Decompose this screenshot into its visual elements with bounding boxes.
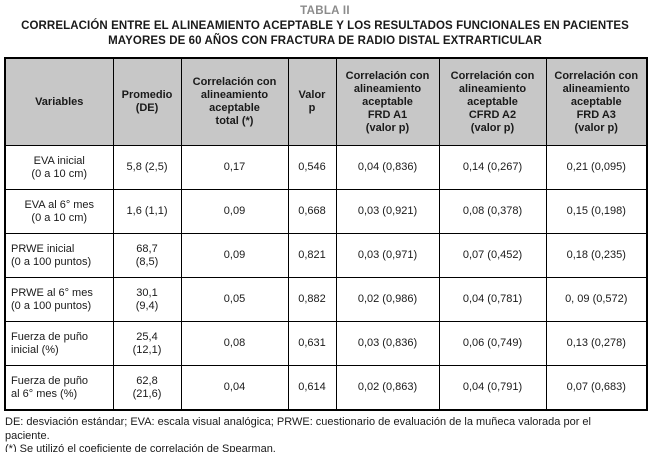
column-header-correlacion-total: Correlación con alineamiento aceptable t… [180, 57, 289, 146]
value-cell: 0,631 [287, 321, 337, 366]
value-cell: 0,668 [287, 189, 337, 234]
value-cell: 0,08 [180, 321, 289, 366]
value-cell: 0,614 [287, 365, 337, 411]
value-cell: 0,09 [180, 233, 289, 278]
value-cell: 0,21 (0,095) [545, 145, 648, 190]
value-cell: 0,17 [180, 145, 289, 190]
value-cell: 0,03 (0,971) [335, 233, 440, 278]
table-row: Fuerza de puño inicial (%) 25,4 (12,1) 0,0… [4, 321, 648, 366]
value-cell: 25,4 (12,1) [112, 321, 182, 366]
value-cell: 0,03 (0,921) [335, 189, 440, 234]
footnote-spearman: (*) Se utilizó el coeficiente de correla… [5, 443, 276, 452]
value-cell: 0,09 [180, 189, 289, 234]
value-cell: 0,02 (0,986) [335, 277, 440, 322]
value-cell: 0, 09 (0,572) [545, 277, 648, 322]
column-header-frd-a1: Correlación con alineamiento aceptable F… [335, 57, 440, 146]
value-cell: 0,02 (0,863) [335, 365, 440, 411]
correlation-table: Variables Promedio (DE) Correlación con … [4, 57, 648, 411]
value-cell: 0,05 [180, 277, 289, 322]
value-cell: 0,07 (0,683) [545, 365, 648, 411]
value-cell: 62,8 (21,6) [112, 365, 182, 411]
table-title-line2: MAYORES DE 60 AÑOS CON FRACTURA DE RADIO… [108, 35, 542, 47]
footnote-abbreviations: DE: desviación estándar; EVA: escala vis… [5, 416, 591, 442]
variable-cell: PRWE al 6° mes (0 a 100 puntos) [4, 277, 114, 322]
variable-cell: PRWE inicial (0 a 100 puntos) [4, 233, 114, 278]
title-block: TABLA II CORRELACIÓN ENTRE EL ALINEAMIEN… [0, 0, 650, 49]
variable-cell: Fuerza de puño al 6° mes (%) [4, 365, 114, 411]
variable-cell: Fuerza de puño inicial (%) [4, 321, 114, 366]
column-header-variables: Variables [4, 57, 114, 146]
variable-cell: EVA al 6° mes (0 a 10 cm) [4, 189, 114, 234]
table-row: Fuerza de puño al 6° mes (%) 62,8 (21,6) 0… [4, 365, 648, 411]
column-header-cfrd-a2: Correlación con alineamiento aceptable C… [438, 57, 547, 146]
column-header-valor-p: Valor p [287, 57, 337, 146]
value-cell: 0,03 (0,836) [335, 321, 440, 366]
value-cell: 0,882 [287, 277, 337, 322]
value-cell: 0,04 [180, 365, 289, 411]
value-cell: 0,14 (0,267) [438, 145, 547, 190]
value-cell: 0,546 [287, 145, 337, 190]
value-cell: 0,08 (0,378) [438, 189, 547, 234]
table-row: EVA al 6° mes (0 a 10 cm) 1,6 (1,1) 0,09 0,… [4, 189, 648, 234]
table-header-row: Variables Promedio (DE) Correlación con … [4, 57, 648, 146]
value-cell: 30,1 (9,4) [112, 277, 182, 322]
table-label: TABLA II [300, 5, 350, 17]
value-cell: 0,04 (0,781) [438, 277, 547, 322]
column-header-promedio: Promedio (DE) [112, 57, 182, 146]
column-header-frd-a3: Correlación con alineamiento aceptable F… [545, 57, 648, 146]
value-cell: 0,13 (0,278) [545, 321, 648, 366]
value-cell: 0,18 (0,235) [545, 233, 648, 278]
value-cell: 5,8 (2,5) [112, 145, 182, 190]
value-cell: 0,04 (0,836) [335, 145, 440, 190]
table-title-line1: CORRELACIÓN ENTRE EL ALINEAMIENTO ACEPTA… [21, 20, 629, 32]
table-row: PRWE al 6° mes (0 a 100 puntos) 30,1 (9,4… [4, 277, 648, 322]
value-cell: 0,15 (0,198) [545, 189, 648, 234]
value-cell: 0,06 (0,749) [438, 321, 547, 366]
value-cell: 68,7 (8,5) [112, 233, 182, 278]
value-cell: 0,04 (0,791) [438, 365, 547, 411]
table-row: PRWE inicial (0 a 100 puntos) 68,7 (8,5) 0… [4, 233, 648, 278]
footnotes-block: DE: desviación estándar; EVA: escala vis… [5, 416, 633, 452]
value-cell: 1,6 (1,1) [112, 189, 182, 234]
table-row: EVA inicial (0 a 10 cm) 5,8 (2,5) 0,17 0,54… [4, 145, 648, 190]
variable-cell: EVA inicial (0 a 10 cm) [4, 145, 114, 190]
value-cell: 0,821 [287, 233, 337, 278]
value-cell: 0,07 (0,452) [438, 233, 547, 278]
table-body: EVA inicial (0 a 10 cm) 5,8 (2,5) 0,17 0,54… [4, 145, 648, 411]
